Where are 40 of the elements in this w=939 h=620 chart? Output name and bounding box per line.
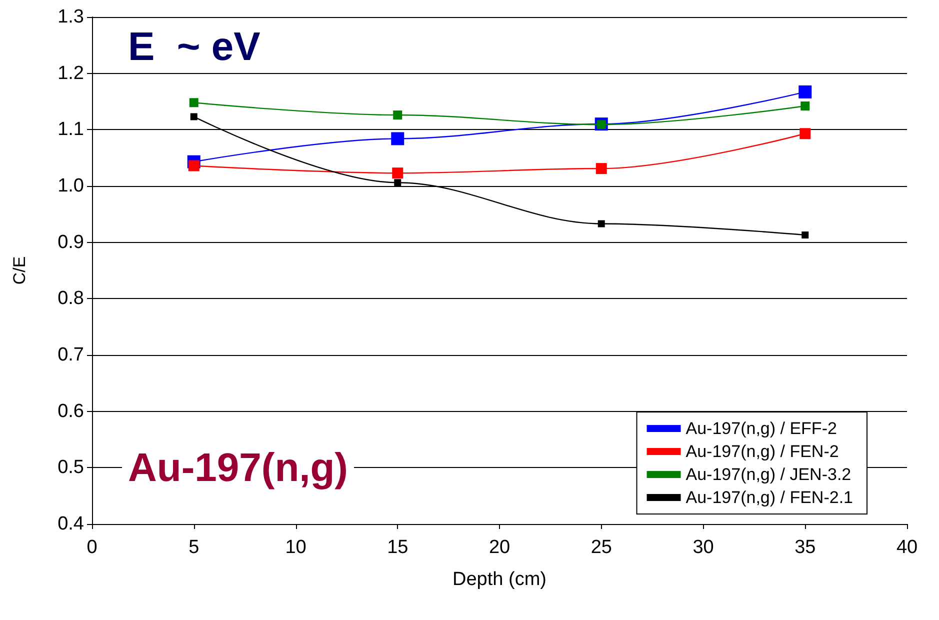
x-tick-label: 20 [488, 537, 510, 558]
x-tick-label: 5 [188, 537, 200, 558]
x-tick-label: 0 [86, 537, 98, 558]
y-tick-label: 0.5 [58, 457, 84, 478]
y-tick-label: 1.3 [58, 6, 84, 28]
point [393, 110, 402, 120]
annotation: Au-197(n,g) [128, 446, 348, 490]
x-tick-label: 35 [794, 537, 816, 558]
y-tick-label: 0.8 [58, 288, 84, 310]
x-tick-label: 40 [896, 537, 918, 558]
point [392, 168, 404, 179]
point [802, 232, 809, 239]
x-tick-label: 15 [387, 537, 408, 558]
annotation: E ~ eV [128, 25, 261, 69]
x-tick-label: 30 [692, 537, 714, 558]
legend-label: Au-197(n,g) / FEN-2.1 [686, 488, 854, 507]
point [596, 163, 607, 174]
x-tick-label: 25 [590, 537, 612, 558]
y-tick-label: 0.4 [58, 514, 84, 534]
y-tick-label: 0.9 [58, 232, 84, 253]
y-axis-title: C/E [10, 256, 29, 285]
y-tick-label: 1.2 [58, 62, 84, 84]
point [190, 113, 198, 120]
point [188, 160, 200, 172]
y-tick-label: 0.7 [58, 344, 84, 366]
point [800, 102, 810, 111]
legend-label: Au-197(n,g) / EFF-2 [686, 419, 837, 438]
y-tick-label: 1.1 [58, 119, 84, 140]
legend-label: Au-197(n,g) / FEN-2 [686, 442, 839, 461]
y-tick-label: 1.0 [58, 176, 84, 196]
point [798, 85, 812, 98]
point [189, 98, 198, 108]
y-tick-label: 0.6 [58, 400, 84, 422]
point [800, 128, 811, 140]
point [394, 179, 402, 186]
point [391, 132, 404, 146]
legend-label: Au-197(n,g) / JEN-3.2 [686, 465, 852, 484]
x-tick-label: 10 [285, 537, 306, 558]
x-axis-title: Depth (cm) [452, 569, 546, 590]
point [598, 220, 605, 228]
